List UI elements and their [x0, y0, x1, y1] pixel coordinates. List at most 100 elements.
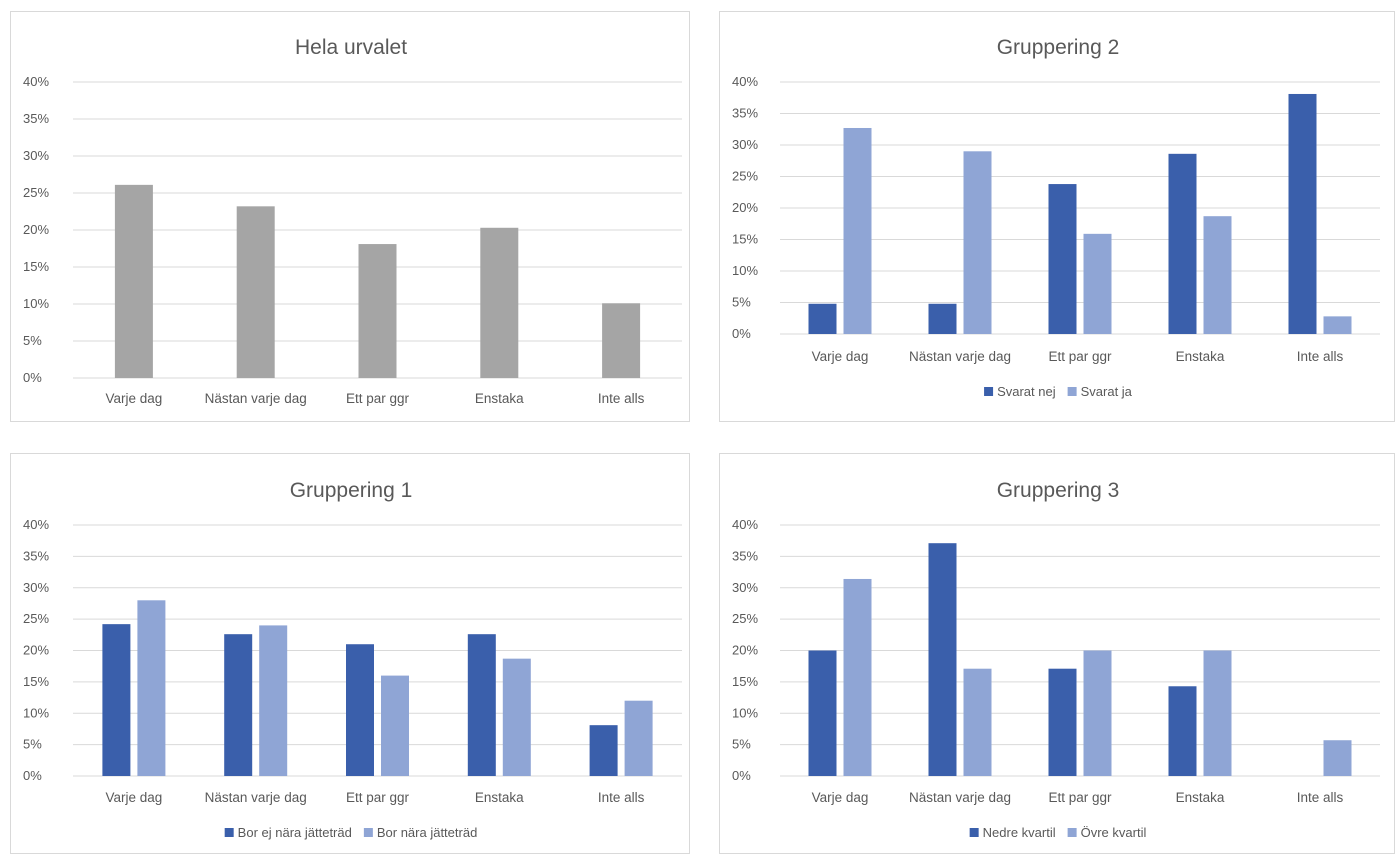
bar-ett-par-ggr-svarat-ja [1083, 233, 1112, 334]
bar-varje-dag-nedre-kvartil [808, 650, 837, 776]
y-tick-label: 35% [23, 548, 49, 563]
bar-nastan-varje-dag-nedre-kvartil [928, 543, 957, 776]
legend-swatch [1067, 387, 1077, 396]
bar-enstaka-nedre-kvartil [1168, 686, 1197, 776]
legend-swatch [969, 828, 979, 837]
y-tick-label: 5% [23, 737, 42, 752]
category-label: Enstaka [475, 391, 524, 406]
chart-svg: Gruppering 1 0% 5% 10% 15% 20% 25% 30% 35% 40% Var… [23, 479, 682, 840]
y-tick-label: 30% [23, 580, 49, 595]
legend-swatch [224, 828, 234, 837]
bar-varje-dag [114, 184, 153, 378]
category-label: Enstaka [1176, 790, 1225, 805]
bar-inte-alls-bor-nara-jattetrad [624, 700, 653, 776]
y-tick-label: 20% [23, 222, 49, 237]
chart-title: Gruppering 3 [997, 479, 1120, 502]
legend-swatch [1067, 828, 1077, 837]
chart-svg: Hela urvalet 0% 5% 10% 15% 20% 25% 30% 35% 40% Var… [23, 36, 682, 406]
chart-svg: Gruppering 2 0% 5% 10% 15% 20% 25% 30% 35% 40% Var… [732, 36, 1380, 399]
y-tick-label: 0% [732, 326, 751, 341]
bar-inte-alls-bor-ej-nara-jattetrad [589, 725, 618, 776]
y-tick-label: 10% [732, 705, 758, 720]
chart-gruppering-3: Gruppering 3 0% 5% 10% 15% 20% 25% 30% 35% 40% Var… [719, 453, 1395, 854]
category-label: Inte alls [1297, 349, 1344, 364]
bar-varje-dag-svarat-nej [808, 303, 837, 334]
bar-varje-dag-svarat-ja [843, 127, 872, 335]
chart-gruppering-2: Gruppering 2 0% 5% 10% 15% 20% 25% 30% 35% 40% Var… [719, 11, 1395, 422]
bar-enstaka-bor-nara-jattetrad [502, 658, 531, 776]
y-tick-label: 40% [23, 517, 49, 532]
bar-varje-dag-ovre-kvartil [843, 578, 872, 776]
bar-ett-par-ggr-bor-nara-jattetrad [381, 675, 409, 776]
bar-inte-alls-svarat-nej [1288, 93, 1317, 334]
bar-nastan-varje-dag-svarat-ja [963, 151, 992, 334]
y-tick-label: 0% [732, 768, 751, 783]
category-label: Enstaka [475, 790, 524, 805]
bar-enstaka-svarat-nej [1168, 153, 1197, 334]
chart-gruppering-1: Gruppering 1 0% 5% 10% 15% 20% 25% 30% 35% 40% Var… [10, 453, 690, 854]
y-tick-label: 10% [23, 296, 49, 311]
bar-inte-alls [602, 303, 641, 378]
category-label: Enstaka [1176, 349, 1225, 364]
bar-varje-dag-bor-ej-nara-jattetrad [102, 624, 131, 776]
legend-swatch [363, 828, 373, 837]
category-label: Nästan varje dag [909, 790, 1011, 805]
category-label: Varje dag [106, 790, 163, 805]
y-tick-label: 40% [732, 74, 758, 89]
bar-enstaka-ovre-kvartil [1203, 650, 1232, 776]
bar-nastan-varje-dag-bor-ej-nara-jattetrad [224, 634, 253, 776]
bar-ett-par-ggr-ovre-kvartil [1083, 650, 1112, 776]
bar-ett-par-ggr [358, 244, 397, 378]
bar-varje-dag-bor-nara-jattetrad [137, 600, 166, 776]
bar-inte-alls-svarat-ja [1323, 316, 1352, 334]
category-label: Varje dag [812, 349, 869, 364]
y-tick-label: 20% [732, 643, 758, 658]
chart-title: Gruppering 1 [290, 479, 413, 502]
y-tick-label: 5% [732, 737, 751, 752]
y-tick-label: 5% [732, 295, 751, 310]
bar-nastan-varje-dag-svarat-nej [928, 303, 957, 334]
legend-label: Övre kvartil [1081, 825, 1147, 840]
category-label: Nästan varje dag [205, 391, 307, 406]
chart-title: Gruppering 2 [997, 36, 1120, 59]
legend-label: Svarat nej [997, 384, 1056, 399]
category-label: Inte alls [598, 391, 645, 406]
category-label: Nästan varje dag [205, 790, 307, 805]
category-label: Ett par ggr [346, 790, 410, 805]
legend-label: Nedre kvartil [983, 825, 1056, 840]
bar-nastan-varje-dag [236, 206, 275, 378]
bar-nastan-varje-dag-ovre-kvartil [963, 668, 992, 776]
category-label: Ett par ggr [346, 391, 410, 406]
y-tick-label: 40% [23, 74, 49, 89]
y-tick-label: 25% [23, 611, 49, 626]
legend: Svarat nej Svarat ja [984, 384, 1133, 399]
y-tick-label: 25% [732, 169, 758, 184]
category-label: Inte alls [1297, 790, 1344, 805]
y-tick-label: 15% [732, 232, 758, 247]
y-tick-label: 0% [23, 768, 42, 783]
bar-enstaka-svarat-ja [1203, 216, 1232, 334]
bar-enstaka-bor-ej-nara-jattetrad [467, 634, 496, 776]
legend-label: Bor nära jätteträd [377, 825, 477, 840]
category-label: Varje dag [106, 391, 163, 406]
y-tick-label: 10% [732, 263, 758, 278]
y-tick-label: 30% [732, 580, 758, 595]
y-tick-label: 15% [23, 259, 49, 274]
bar-ett-par-ggr-nedre-kvartil [1048, 668, 1077, 776]
y-tick-label: 40% [732, 517, 758, 532]
category-label: Ett par ggr [1048, 790, 1112, 805]
bar-inte-alls-ovre-kvartil [1323, 740, 1352, 776]
y-tick-label: 35% [732, 106, 758, 121]
legend-swatch [984, 387, 994, 396]
y-tick-label: 30% [732, 137, 758, 152]
y-tick-label: 20% [732, 200, 758, 215]
legend-label: Svarat ja [1081, 384, 1133, 399]
chart-hela-urvalet: Hela urvalet 0% 5% 10% 15% 20% 25% 30% 35% 40% Var… [10, 11, 690, 422]
category-label: Inte alls [598, 790, 645, 805]
chart-title: Hela urvalet [295, 36, 407, 59]
y-tick-label: 25% [23, 185, 49, 200]
category-label: Nästan varje dag [909, 349, 1011, 364]
y-tick-label: 15% [23, 674, 49, 689]
category-label: Ett par ggr [1048, 349, 1112, 364]
legend: Nedre kvartil Övre kvartil [969, 825, 1147, 840]
